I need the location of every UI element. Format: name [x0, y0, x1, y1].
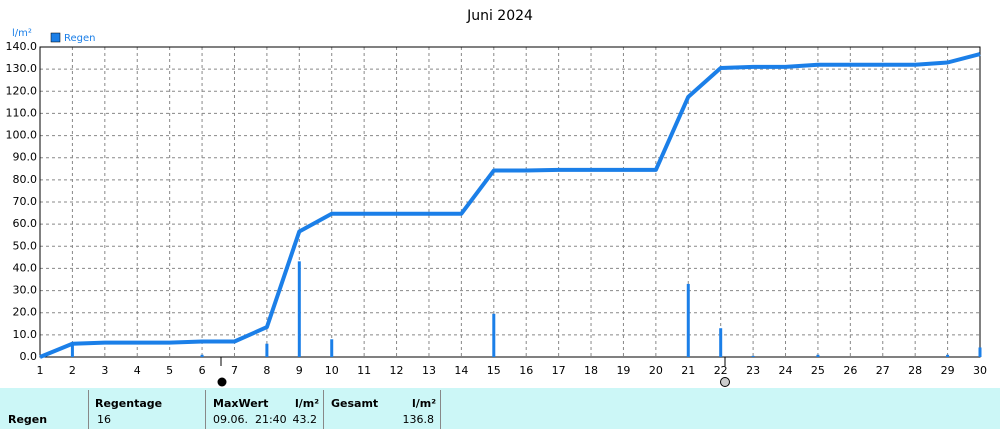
y-tick-label: 40.0 — [13, 261, 38, 274]
x-tick-label: 21 — [681, 364, 695, 377]
y-tick-label: 100.0 — [6, 129, 38, 142]
x-tick-label: 20 — [649, 364, 663, 377]
summary-table: Regen Regentage MaxWert l/m² Gesamt l/m²… — [0, 388, 1000, 429]
y-tick-label: 90.0 — [13, 151, 38, 164]
y-tick-label: 70.0 — [13, 195, 38, 208]
x-tick-label: 29 — [941, 364, 955, 377]
legend-swatch — [50, 32, 61, 43]
x-tick-label: 14 — [454, 364, 468, 377]
x-tick-label: 27 — [876, 364, 890, 377]
y-tick-label: 120.0 — [6, 84, 38, 97]
x-tick-label: 25 — [811, 364, 825, 377]
moon-icon — [217, 377, 227, 387]
cell: 136.8 — [402, 413, 435, 426]
y-tick-label: 140.0 — [6, 40, 38, 53]
bar — [978, 347, 982, 357]
x-tick-label: 12 — [390, 364, 404, 377]
bar — [200, 354, 204, 357]
bar — [492, 313, 496, 357]
y-tick-label: 10.0 — [13, 328, 38, 341]
x-tick-label: 9 — [296, 364, 303, 377]
chart: Juni 2024 l/m² Regen 0.0 10.0 20.0 30.0 40.0… — [6, 8, 987, 387]
x-tick-label: 6 — [199, 364, 206, 377]
x-tick-label: 28 — [908, 364, 922, 377]
x-tick-label: 13 — [422, 364, 436, 377]
y-tick-label: 80.0 — [13, 173, 38, 186]
row-label: Regen — [8, 413, 48, 426]
legend-label: Regen — [64, 33, 96, 44]
x-tick-label: 10 — [325, 364, 339, 377]
x-tick-label: 17 — [552, 364, 566, 377]
x-tick-label: 5 — [166, 364, 173, 377]
x-tick-label: 3 — [101, 364, 108, 377]
line — [39, 52, 981, 359]
plot-border — [39, 46, 981, 358]
separator — [205, 390, 206, 429]
x-tick-label: 30 — [973, 364, 987, 377]
x-tick-label: 24 — [779, 364, 793, 377]
bar — [719, 328, 723, 357]
y-axis-label: l/m² — [12, 28, 32, 39]
header: Gesamt — [331, 397, 379, 410]
x-tick-label: 16 — [519, 364, 533, 377]
header: l/m² — [412, 397, 437, 410]
bar — [330, 339, 334, 357]
y-tick-label: 50.0 — [13, 239, 38, 252]
x-tick-label: 26 — [843, 364, 857, 377]
bar — [70, 343, 74, 357]
y-tick-label: 110.0 — [6, 106, 38, 119]
separator — [440, 390, 441, 429]
x-tick-label: 19 — [616, 364, 630, 377]
y-tick-label: 30.0 — [13, 284, 38, 297]
x-tick-label: 15 — [487, 364, 501, 377]
y-tick-label: 0.0 — [20, 350, 38, 363]
x-tick-label: 23 — [746, 364, 760, 377]
x-tick-label: 18 — [584, 364, 598, 377]
separator — [88, 390, 89, 429]
cell: 09.06. 21:40 — [213, 413, 287, 426]
header: l/m² — [295, 397, 320, 410]
y-tick-label: 20.0 — [13, 306, 38, 319]
chart-title: Juni 2024 — [466, 8, 533, 24]
x-tick-label: 4 — [134, 364, 141, 377]
cell: 16 — [97, 413, 111, 426]
bar — [297, 261, 301, 357]
x-tick-label: 1 — [37, 364, 44, 377]
bar — [686, 283, 690, 357]
bar — [816, 354, 820, 357]
moon-icon — [720, 377, 730, 387]
x-tick-label: 8 — [263, 364, 270, 377]
x-tick-label: 7 — [231, 364, 238, 377]
bar — [946, 354, 950, 357]
bar — [265, 343, 269, 357]
y-tick-label: 60.0 — [13, 217, 38, 230]
y-tick-label: 130.0 — [6, 62, 38, 75]
bar — [751, 355, 755, 357]
header: MaxWert — [213, 397, 269, 410]
x-tick-label: 11 — [357, 364, 371, 377]
x-tick-label: 22 — [714, 364, 728, 377]
x-tick-label: 2 — [69, 364, 76, 377]
separator — [323, 390, 324, 429]
cell: 43.2 — [292, 413, 318, 426]
header: Regentage — [95, 397, 163, 410]
